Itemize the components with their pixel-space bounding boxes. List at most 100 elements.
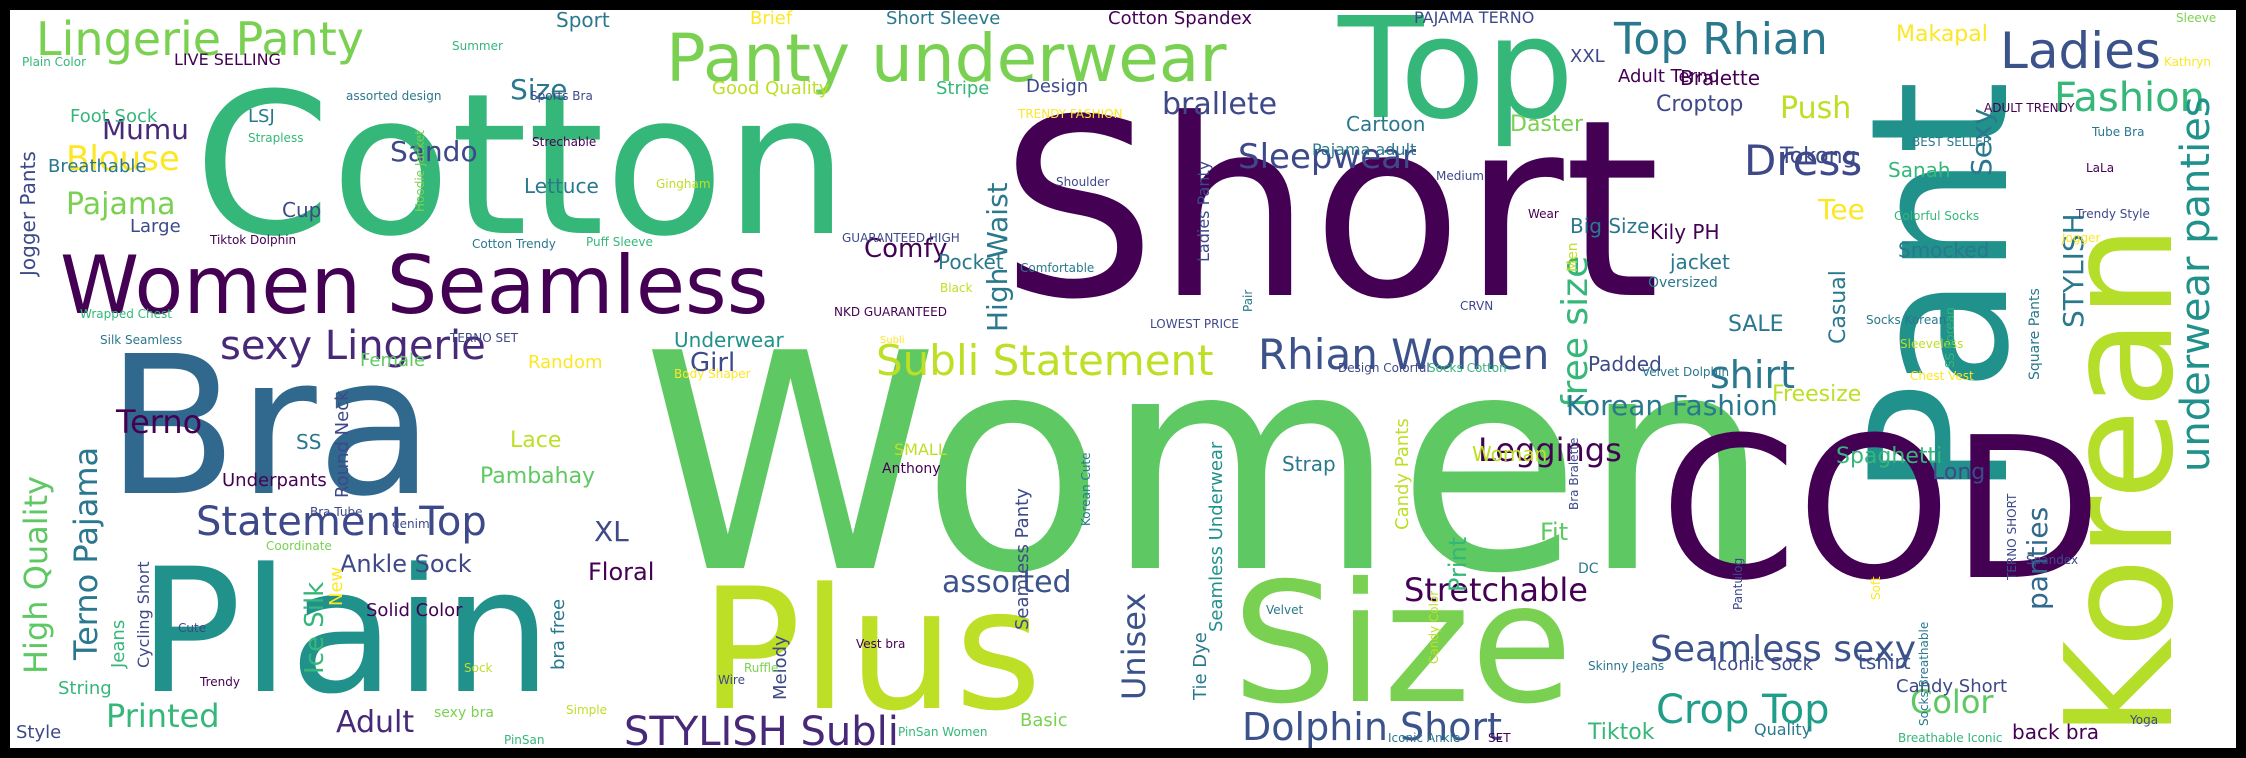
word: Terno Pajama <box>67 446 105 660</box>
word: PAJAMA TERNO <box>1414 10 1535 27</box>
word: Cycling Short <box>134 561 153 668</box>
word: Comfy <box>864 234 948 264</box>
word: Terno <box>116 403 203 441</box>
word: brallete <box>1162 87 1278 122</box>
word: Simple <box>566 703 607 717</box>
word: Seamless sexy <box>1650 629 1917 670</box>
word: Korean Fashion <box>1566 389 1778 422</box>
word: Lettuce <box>524 174 599 198</box>
word: Tie Dye <box>1190 632 1211 700</box>
word: Crop Top <box>1656 687 1830 733</box>
word: Sleeve <box>2176 11 2217 25</box>
word: Casual <box>1826 270 1851 344</box>
word: BEST SELLER <box>1912 135 1992 149</box>
word: Sport <box>556 10 610 32</box>
word: Jogger Pants <box>16 151 40 276</box>
word: LOWEST PRICE <box>1150 317 1239 331</box>
word: Bra Tube <box>310 505 363 519</box>
word: Sanah <box>1888 158 1951 182</box>
word: String <box>58 678 112 699</box>
word: Plain <box>138 531 552 732</box>
word: Ice Silk <box>300 581 330 674</box>
word: Strap <box>1282 452 1336 476</box>
word: Female <box>360 350 426 371</box>
word: Lingerie Panty <box>36 12 364 66</box>
word-cloud: Women Short Cotton Top Pant Korean COD B… <box>10 10 2236 748</box>
word: Fashion <box>2054 75 2205 121</box>
word: denim <box>392 517 430 531</box>
word: Oversized <box>1648 275 1718 291</box>
word: Short Sleeve <box>886 10 1001 29</box>
word: SMALL <box>894 440 947 459</box>
word: Comfortable <box>1020 261 1095 275</box>
word: Women Seamless <box>60 239 769 332</box>
word: COD <box>1660 396 2103 624</box>
word: LaLa <box>2086 161 2115 175</box>
word: Mumu <box>102 113 189 146</box>
word: Plain Color <box>22 55 87 69</box>
word: Shoulder <box>1056 175 1110 189</box>
word: Cotton Trendy <box>472 237 556 251</box>
word: Design <box>1026 76 1089 97</box>
word: Kathryn <box>2164 55 2211 69</box>
word: sexy bra <box>434 705 494 721</box>
word: Ankle Sock <box>340 550 472 578</box>
word: Large <box>130 216 181 237</box>
word: Kily PH <box>1650 220 1720 244</box>
word: assorted design <box>346 89 442 103</box>
word: Cotton <box>194 52 849 280</box>
word: Croptop <box>1656 92 1744 117</box>
word: Long <box>1932 460 1986 485</box>
word: Color <box>1910 683 1994 721</box>
word: Short <box>1000 68 1661 354</box>
word: Daster <box>1510 112 1584 137</box>
word: Spaghetti <box>1836 444 1943 469</box>
word: Good Quality <box>712 78 830 99</box>
word: Print <box>1444 536 1472 592</box>
word: Socks Korean <box>1866 313 1947 327</box>
word: PinSan Women <box>898 725 988 739</box>
word: Padded <box>1588 352 1662 376</box>
word: Bralette <box>1680 66 1761 90</box>
word: Medium <box>1436 169 1484 183</box>
word: Statement Top <box>196 499 487 545</box>
word: PinSan <box>504 733 545 747</box>
word: Yoga <box>2130 713 2159 727</box>
word: underwear panties <box>2173 96 2219 472</box>
word: Breathable <box>48 156 147 177</box>
word: XXL <box>1570 46 1605 67</box>
word: Skinny Jeans <box>1588 659 1665 673</box>
word: High Quality <box>17 475 55 674</box>
word: Pair <box>1241 289 1255 312</box>
word: NKD GUARANTEED <box>834 305 947 319</box>
word: Foot Sock <box>70 106 158 127</box>
word: Wire <box>718 673 745 687</box>
word: TERNO SET <box>450 331 519 345</box>
word: Unisex <box>1115 592 1153 700</box>
word: Iconic Sock <box>1712 654 1814 675</box>
word: Solid Color <box>366 600 463 621</box>
word: Panty underwear <box>666 20 1227 97</box>
word: GUARANTEED HIGH <box>842 231 960 245</box>
word: Ruffle <box>744 661 779 675</box>
word: Women <box>642 290 1772 639</box>
word: Pantulog <box>1731 557 1745 610</box>
word: tshirt <box>1858 650 1911 674</box>
word: Tokong <box>1780 144 1857 169</box>
word: Pajama <box>66 187 176 222</box>
word: Smocked <box>1898 238 1990 262</box>
word: Size <box>1232 548 1573 741</box>
word: Velvet <box>1266 603 1304 617</box>
word: Pambahay <box>480 464 596 489</box>
word: Strechable <box>532 135 597 149</box>
word: Sock <box>464 661 493 675</box>
word: Candy Color <box>1427 590 1441 664</box>
word: Socks Cotton <box>1428 361 1507 375</box>
word: Jeans <box>108 619 129 668</box>
word: CRVN <box>1460 299 1494 313</box>
word: Dolphin Short <box>1242 705 1502 748</box>
word: TRENDY FASHION <box>1018 107 1123 121</box>
word: DC <box>1578 561 1599 577</box>
word: Quality <box>1754 720 1812 739</box>
word: Adult <box>336 705 415 740</box>
